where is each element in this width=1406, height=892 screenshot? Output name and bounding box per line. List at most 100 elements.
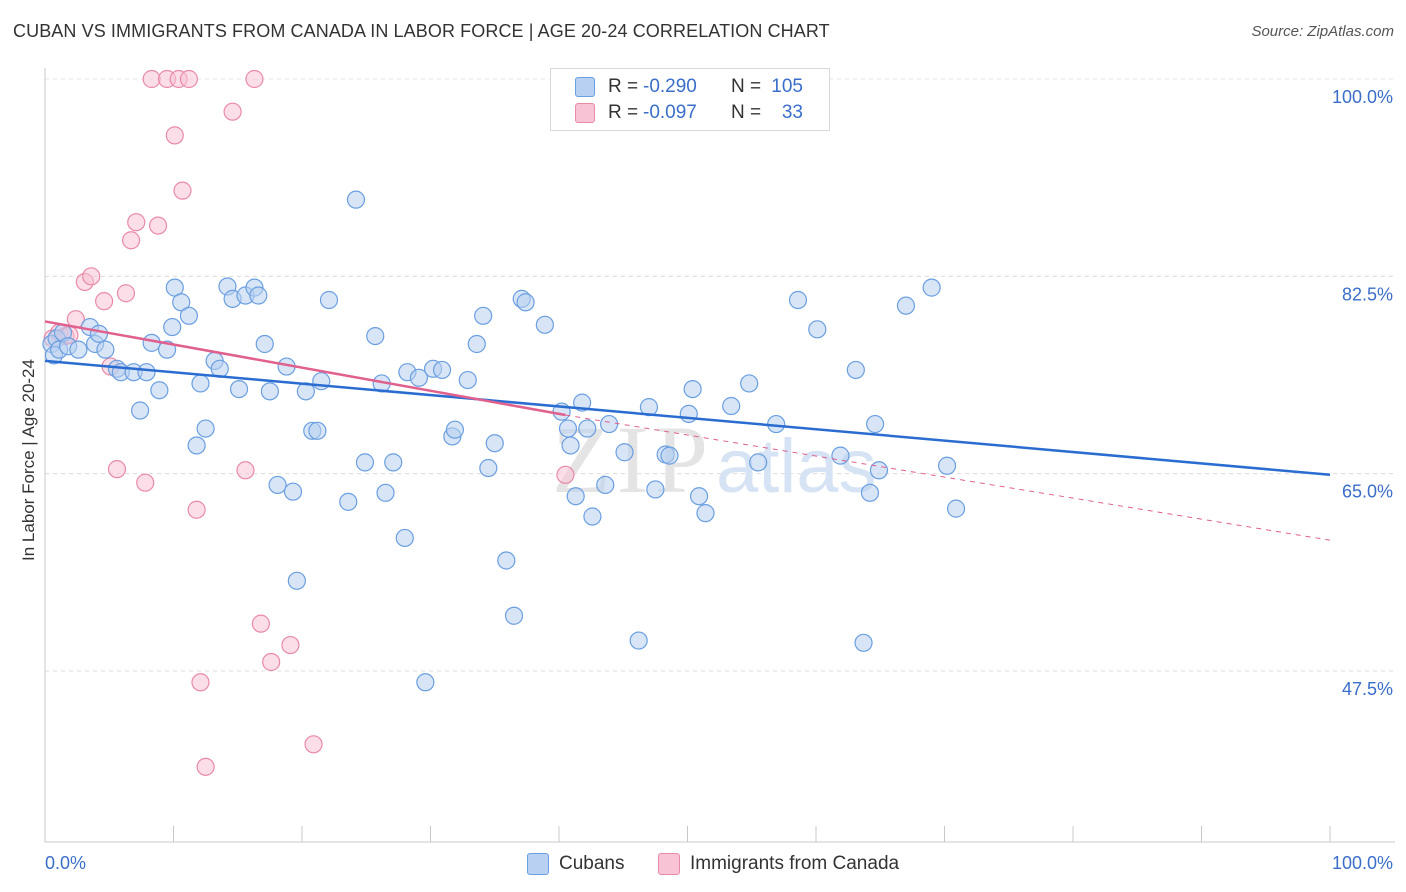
chart-title: CUBAN VS IMMIGRANTS FROM CANADA IN LABOR…: [13, 21, 830, 41]
data-point: [629, 631, 648, 650]
watermark: ZIP atlas: [552, 406, 877, 513]
data-point: [355, 453, 375, 472]
data-point: [749, 453, 768, 472]
data-point: [339, 492, 358, 511]
trend-lines: [44, 320, 1331, 541]
data-point: [808, 320, 827, 339]
y-tick-label: 82.5%: [1342, 284, 1393, 304]
r-value: -0.290: [643, 76, 697, 97]
data-point: [187, 500, 206, 519]
legend-label-cubans: Cubans: [559, 853, 625, 874]
data-point: [679, 404, 698, 424]
data-point: [121, 231, 141, 250]
trend-line: [44, 320, 566, 417]
tick-labels: 100.0% 82.5% 65.0% 47.5% 0.0% 100.0%: [45, 87, 1393, 873]
data-point: [485, 434, 504, 453]
data-point: [516, 293, 535, 312]
data-point: [831, 446, 850, 465]
data-point: [458, 370, 477, 390]
data-point: [89, 324, 109, 343]
data-point: [860, 483, 880, 502]
data-point: [615, 443, 634, 462]
r-label: R =: [608, 76, 639, 97]
data-point: [260, 382, 279, 401]
data-point: [130, 401, 150, 420]
data-point: [596, 475, 615, 495]
data-point: [116, 284, 136, 303]
data-point: [740, 374, 759, 393]
r-value: -0.097: [643, 102, 697, 123]
data-point: [308, 421, 327, 440]
watermark-atlas: atlas: [716, 424, 877, 509]
data-point: [474, 306, 493, 325]
data-point: [896, 296, 916, 315]
y-tick-label: 47.5%: [1342, 679, 1393, 699]
stats-row-immigrants: R = -0.097 N = 33: [551, 100, 829, 126]
data-point: [646, 480, 665, 499]
data-point: [165, 126, 184, 145]
data-point: [136, 473, 155, 492]
grid-lines: [45, 78, 1395, 672]
stats-row-cubans: R = -0.290 N = 105: [551, 74, 829, 100]
data-point: [558, 419, 578, 438]
data-point: [409, 368, 429, 387]
data-point: [416, 673, 435, 692]
data-point: [683, 379, 702, 399]
r-label: R =: [608, 102, 639, 123]
data-point: [346, 190, 366, 209]
data-point: [82, 267, 101, 286]
data-point: [384, 453, 403, 472]
data-point: [223, 102, 242, 121]
data-point: [137, 363, 156, 382]
data-point: [229, 379, 249, 399]
data-point: [187, 436, 206, 455]
data-point: [566, 487, 585, 506]
data-point: [573, 393, 592, 412]
data-point: [395, 528, 414, 548]
data-point: [376, 483, 395, 502]
data-point: [869, 461, 889, 480]
data-point: [937, 456, 957, 475]
x-tick-label: 0.0%: [45, 853, 86, 873]
data-point: [255, 334, 274, 354]
data-point: [946, 499, 966, 518]
data-point: [127, 213, 146, 232]
data-point: [262, 652, 281, 672]
data-point: [561, 436, 580, 455]
n-value: 105: [771, 76, 803, 97]
data-point: [922, 278, 941, 297]
data-point: [95, 292, 114, 311]
data-point: [196, 419, 215, 438]
data-point: [467, 334, 486, 354]
y-tick-label: 65.0%: [1342, 482, 1393, 502]
y-axis-title: In Labor Force | Age 20-24: [19, 359, 38, 561]
n-label: N =: [731, 102, 762, 123]
data-point: [245, 69, 264, 89]
data-point: [281, 635, 300, 655]
data-point: [287, 571, 306, 590]
x-tick-label: 100.0%: [1332, 853, 1393, 873]
stats-swatch-immigrants: [575, 103, 595, 123]
data-point: [866, 414, 885, 434]
data-point: [432, 360, 452, 380]
trend-line: [44, 359, 1331, 477]
data-point: [556, 465, 575, 484]
source-label: Source: ZipAtlas.com: [1251, 23, 1394, 40]
data-point: [722, 396, 741, 416]
data-point: [304, 735, 323, 754]
data-point: [251, 614, 270, 633]
data-point: [236, 461, 255, 480]
data-point: [854, 633, 873, 652]
data-point: [497, 551, 516, 570]
data-point: [69, 340, 88, 359]
data-point: [846, 360, 865, 380]
data-point: [366, 326, 385, 346]
data-point: [479, 458, 498, 478]
data-point: [172, 293, 191, 312]
data-point: [191, 374, 210, 393]
data-point: [150, 381, 169, 400]
data-point: [148, 216, 168, 235]
data-point: [196, 757, 215, 776]
data-point: [249, 286, 268, 305]
